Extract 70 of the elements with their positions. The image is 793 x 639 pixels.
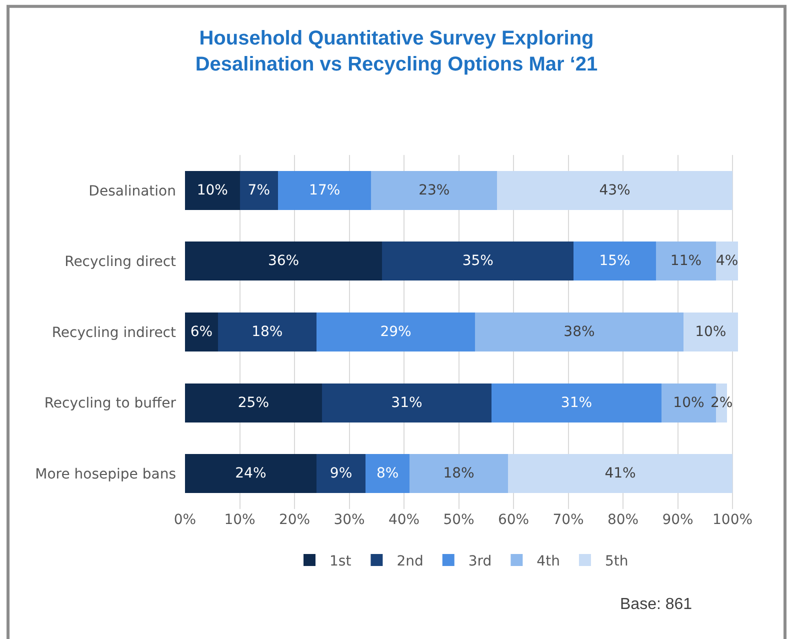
data-label: 18% [252,324,283,340]
data-label: 17% [309,182,340,198]
x-tick-label: 50% [443,512,474,528]
legend-label: 2nd [396,553,424,570]
bar [574,242,656,281]
bar [382,242,574,281]
x-tick-label: 80% [607,512,639,528]
bar [185,312,218,352]
data-label: 29% [380,324,412,340]
data-label: 35% [462,253,494,270]
bar [371,170,498,210]
bar [185,170,240,210]
data-label: 24% [235,466,266,482]
data-label: 43% [599,182,630,198]
legend-label: 3rd [468,553,492,570]
data-label: 25% [238,394,270,411]
data-label: 8% [376,466,399,482]
bar [475,312,684,352]
data-label: 41% [604,466,636,482]
y-tick-label: Recycling indirect [52,324,177,341]
x-tick-label: 100% [712,512,753,528]
bar [316,454,366,494]
x-tick-label: 0% [174,512,196,528]
data-label: 38% [564,324,595,340]
data-label: 10% [695,324,726,340]
data-label: 36% [268,253,300,270]
text: Base: 861 [620,596,692,613]
bar [240,170,278,210]
legend-label: 5th [604,553,628,570]
bar [322,383,492,422]
data-label: 23% [418,182,450,198]
data-label: 31% [391,394,422,411]
bar [278,170,372,210]
x-tick-label: 60% [498,512,530,528]
data-label: 4% [716,253,738,270]
data-label: 18% [443,466,474,482]
bar [492,383,662,422]
bar [218,312,316,352]
data-label: 7% [248,182,270,198]
data-label: 10% [673,394,704,411]
bar [409,454,508,494]
x-tick-label: 90% [662,512,694,528]
x-tick-label: 10% [224,512,256,528]
bar [316,312,476,352]
data-label: 11% [670,253,702,270]
data-label: 9% [330,466,352,482]
bar [185,242,382,281]
x-tick-label: 70% [552,512,584,528]
data-label: 10% [196,182,228,198]
legend-label: 4th [536,553,560,570]
x-tick-label: 40% [388,512,420,528]
bar [656,242,716,281]
data-label: 31% [560,394,592,411]
x-tick-label: 20% [278,512,310,528]
bar [366,454,410,494]
data-label: 6% [190,324,213,340]
data-label: 15% [599,253,630,270]
data-label: 2% [710,394,733,411]
y-tick-label: More hosepipe bans [35,466,176,482]
chart-title: Household Quantitative Survey Exploring Desalination vs Recycling Options Mar ‘21 [195,28,598,76]
y-tick-label: Desalination [88,183,176,200]
y-tick-label: Recycling direct [64,254,177,270]
legend-label: 1st [330,553,352,570]
y-tick-label: Recycling to buffer [44,396,176,412]
bar [185,454,316,494]
bar [508,454,733,494]
x-tick-label: 30% [334,512,365,528]
bar [497,170,733,210]
bar [683,312,738,352]
bar [185,383,322,422]
